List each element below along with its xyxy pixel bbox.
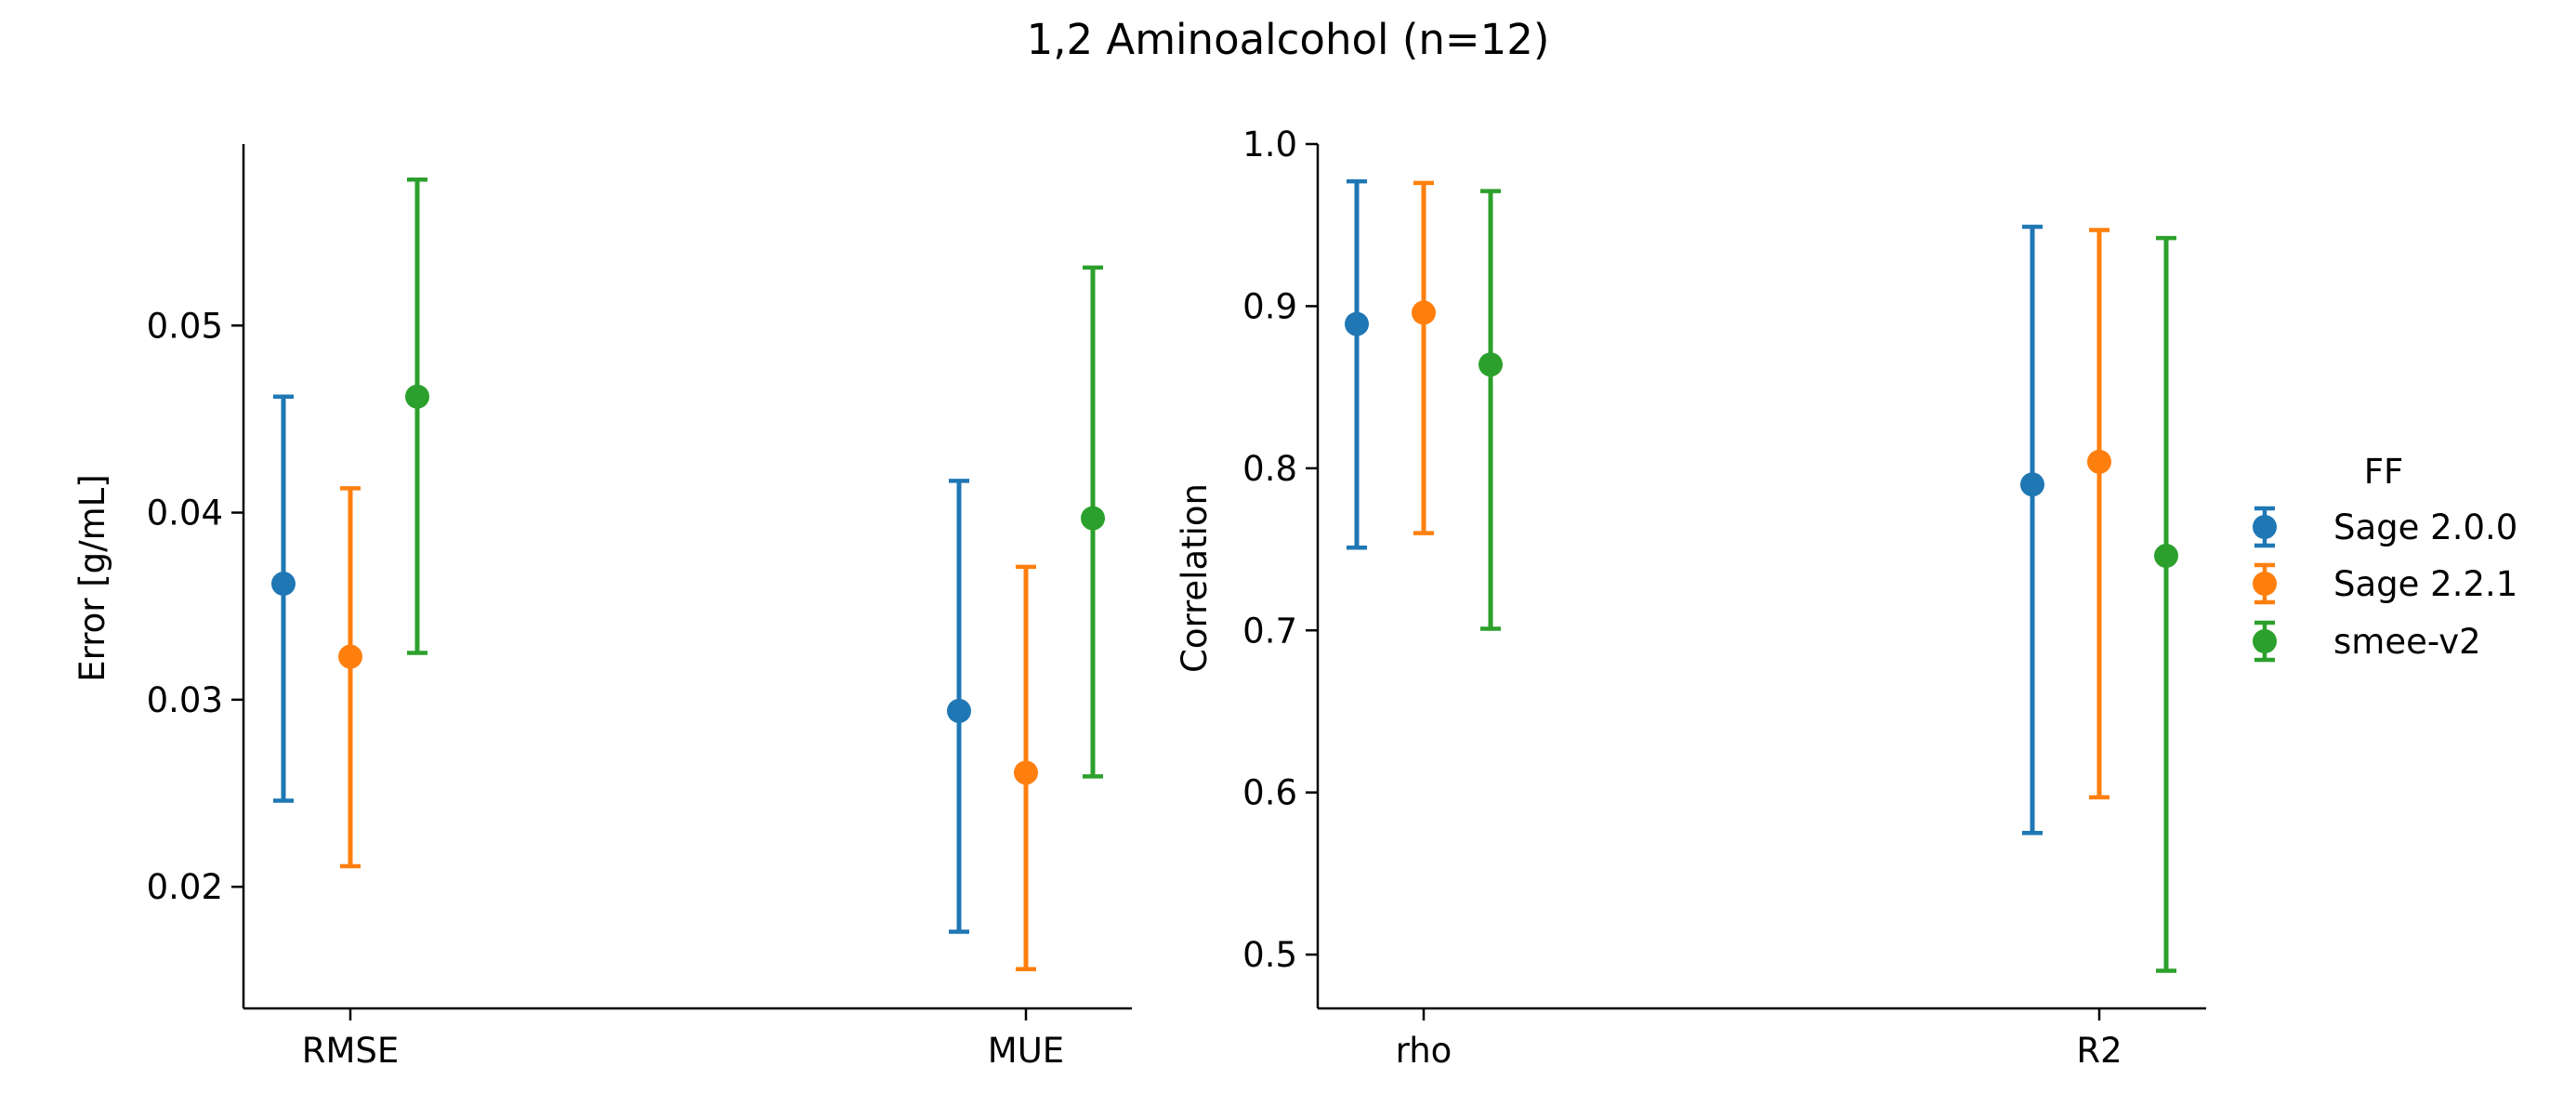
error-bar	[407, 177, 427, 655]
y-tick-label: 0.8	[1242, 449, 1297, 489]
data-point	[1412, 300, 1436, 325]
legend-marker	[2253, 629, 2277, 653]
error-bar	[1347, 178, 1367, 550]
y-tick-label: 0.6	[1242, 773, 1297, 813]
y-axis-label-correlation: Correlation	[1175, 483, 1215, 673]
data-point	[271, 572, 296, 597]
data-point	[1014, 760, 1038, 785]
y-axis-label-error: Error [g/mL]	[72, 474, 112, 681]
y-tick-label: 0.9	[1242, 286, 1297, 326]
data-point	[338, 644, 362, 669]
y-tick-label: 0.04	[147, 494, 223, 533]
y-tick-label: 0.03	[147, 680, 223, 720]
error-bar	[2022, 224, 2043, 836]
x-tick-label-mue: MUE	[988, 1031, 1064, 1071]
legend-marker	[2253, 572, 2277, 596]
figure-title: 1,2 Aminoalcohol (n=12)	[1027, 15, 1550, 64]
legend-label: Sage 2.2.1	[2333, 564, 2517, 604]
y-tick-label: 1.0	[1242, 125, 1297, 165]
data-point	[2154, 544, 2178, 569]
x-tick-label-r2: R2	[2076, 1031, 2122, 1071]
error-bar	[1480, 189, 1501, 631]
legend-entry: Sage 2.2.1	[2253, 562, 2517, 605]
error-panel: Error [g/mL] 0.02 0.03 0.04 0.05 RMSE MUE	[72, 144, 1132, 1071]
legend-entry: smee-v2	[2253, 620, 2481, 663]
legend-title: FF	[2364, 452, 2404, 492]
error-bar	[340, 486, 361, 869]
error-bar	[2089, 228, 2109, 800]
error-bar	[1413, 180, 1434, 535]
data-point	[1081, 506, 1105, 531]
y-tick-label: 0.02	[147, 867, 223, 907]
error-bar	[2156, 235, 2176, 973]
legend: FF Sage 2.0.0 Sage 2.2.1 smee-v2	[2253, 452, 2517, 663]
data-point	[2020, 472, 2044, 497]
data-point	[1479, 352, 1503, 377]
x-tick-label-rho: rho	[1396, 1031, 1452, 1071]
data-point	[947, 698, 971, 723]
legend-label: Sage 2.0.0	[2333, 507, 2517, 547]
y-tick-label: 0.5	[1242, 935, 1297, 975]
y-tick-label: 0.7	[1242, 611, 1297, 651]
legend-marker	[2253, 515, 2277, 539]
data-point	[1345, 311, 1369, 336]
error-bar	[273, 394, 294, 803]
correlation-panel: Correlation 0.5 0.6 0.7 0.8 0.9 1.0 rho R2	[1175, 125, 2206, 1071]
data-point	[405, 384, 429, 409]
data-point	[2087, 449, 2111, 474]
y-tick-label: 0.05	[147, 306, 223, 346]
x-tick-label-rmse: RMSE	[302, 1031, 400, 1071]
legend-label: smee-v2	[2333, 622, 2481, 662]
legend-entry: Sage 2.0.0	[2253, 506, 2517, 548]
